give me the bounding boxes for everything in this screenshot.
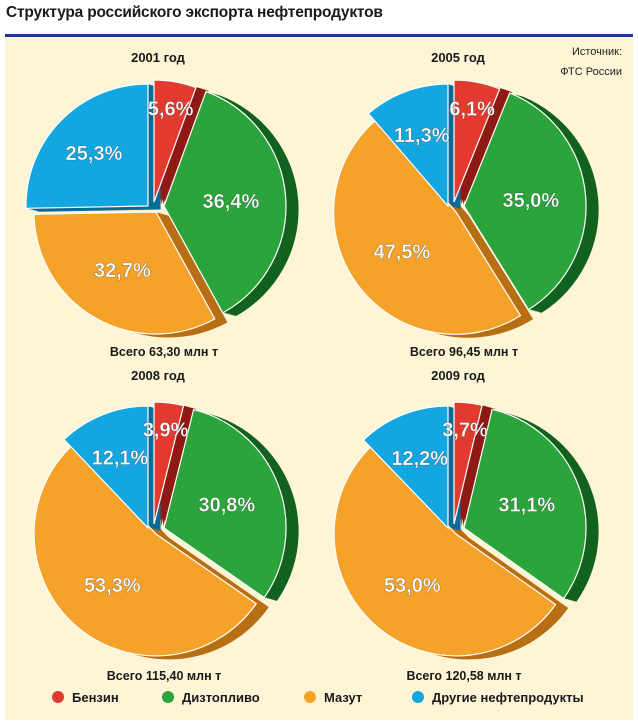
pie-slice-other [63,405,149,530]
pie-data-label: 11,3% [394,125,450,147]
pie-slice-mazut [33,211,216,335]
legend-swatch-benzin [52,691,64,703]
pie-data-label: 36,4% [203,191,260,213]
legend-swatch-dizel [162,691,174,703]
pie-data-label: 5,6% [148,98,194,120]
pie-slice-mazut [33,444,258,657]
source-name: ФТС России [560,66,622,78]
chart-title: Структура российского экспорта нефтепрод… [6,4,383,21]
pie-slice-benzin [453,79,501,203]
pie-title: 2009 год [431,368,486,383]
pie-slice-other [367,83,449,208]
pie-title: 2008 год [131,368,186,383]
pie-slice-benzin [453,401,483,525]
pie-total: Всего 63,30 млн т [110,345,218,359]
pie-data-label: 12,1% [92,448,149,470]
pie-data-label: 12,2% [391,448,448,470]
source-note: Источник: ФТС России [560,42,622,82]
pie-data-label: 53,3% [84,575,141,597]
pie-slice-dizel [463,408,587,600]
legend-label-other: Другие нефтепродукты [432,690,584,705]
pie-slice-other [25,83,149,209]
legend-label-mazut: Мазут [324,690,362,705]
pie-slice-mazut [333,445,557,657]
pie-data-label: 32,7% [94,260,151,282]
pie-total: Всего 96,45 млн т [410,345,518,359]
pie-data-label: 6,1% [449,99,495,121]
source-label: Источник: [571,46,622,58]
pie-slice-other [362,405,449,530]
pie-data-label: 3,9% [143,420,189,442]
legend-label-dizel: Дизтопливо [182,690,260,705]
pie-title: 2005 год [431,50,486,65]
pie-data-label: 3,7% [442,419,488,441]
pie-data-label: 25,3% [66,143,123,165]
pie-data-label: 35,0% [502,190,559,212]
pie-slice-benzin [153,79,197,203]
legend-label-benzin: Бензин [72,690,119,705]
pie-slice-dizel [163,90,287,314]
pie-data-label: 31,1% [498,494,555,516]
pie-total: Всего 120,58 млн т [406,669,521,683]
pie-slice-benzin [153,401,185,525]
pie-data-label: 53,0% [384,575,441,597]
legend-swatch-other [412,691,424,703]
legend-swatch-mazut [304,691,316,703]
pie-total: Всего 115,40 млн т [107,669,221,683]
pie-data-label: 30,8% [198,494,255,516]
pie-title: 2001 год [131,50,186,65]
pie-slice-mazut [333,118,522,335]
pie-slice-dizel [463,92,587,311]
pie-data-label: 47,5% [374,242,431,264]
pie-slice-dizel [163,408,287,599]
